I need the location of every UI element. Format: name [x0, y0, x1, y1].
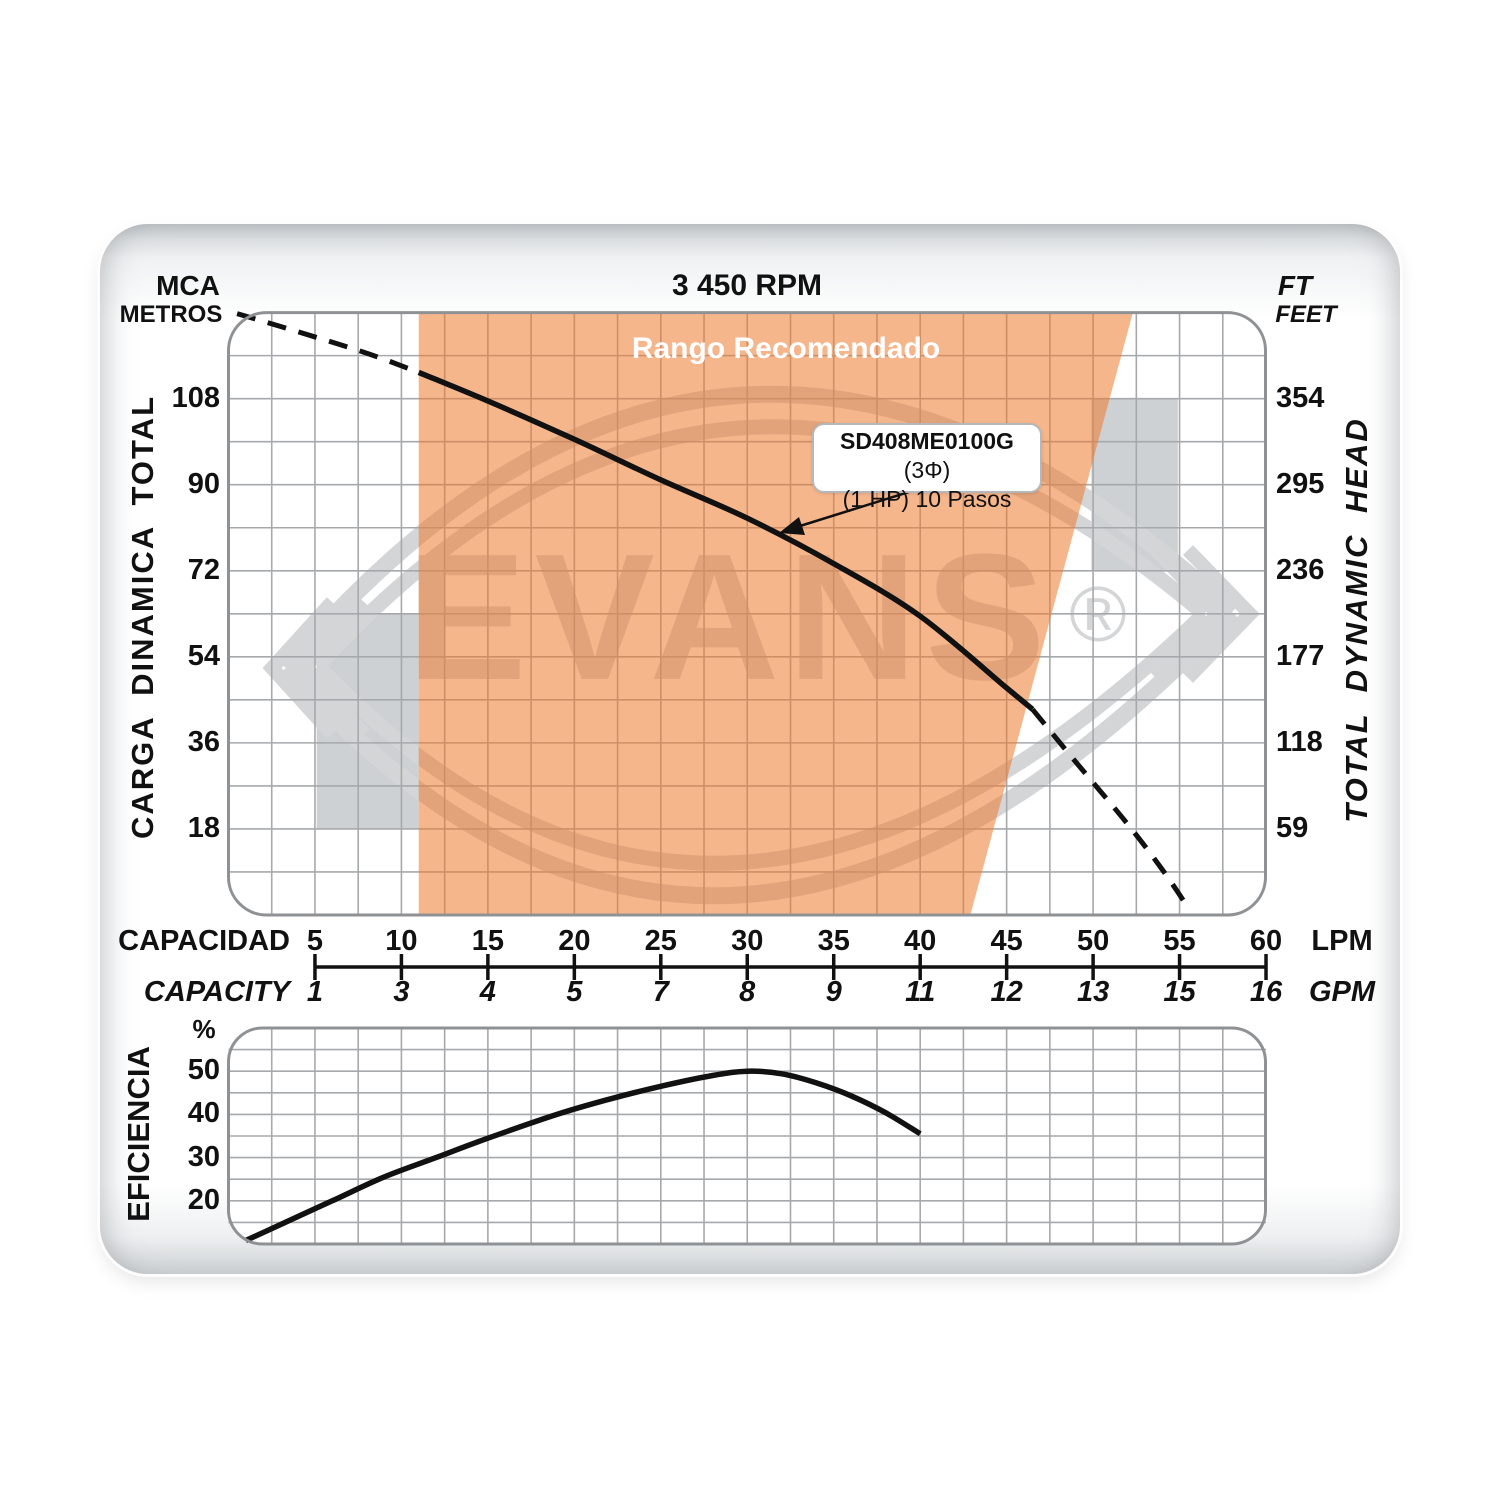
gpm-tick-13: 13: [1076, 976, 1110, 1008]
recommended-range-label: Rango Recomendado: [631, 332, 941, 365]
left-tick-36: 36: [187, 725, 220, 758]
right-tick-295: 295: [1276, 467, 1325, 500]
gpm-tick-11: 11: [905, 976, 936, 1008]
left-tick-108: 108: [171, 381, 220, 414]
chart-title-rpm: 3 450 RPM: [671, 269, 823, 302]
gpm-tick-8: 8: [739, 976, 756, 1008]
left-unit-metros: METROS: [119, 301, 223, 328]
capacity-label-en: CAPACITY: [143, 976, 290, 1008]
left-tick-54: 54: [187, 639, 220, 672]
right-unit-feet: FEET: [1275, 301, 1337, 328]
efficiency-chart: [227, 1026, 1267, 1246]
head-curve-dashed: [236, 311, 420, 375]
gpm-tick-12: 12: [990, 976, 1023, 1008]
efficiency-curve: [244, 1068, 922, 1243]
lpm-tick-15: 15: [471, 925, 504, 957]
lpm-tick-60: 60: [1249, 925, 1283, 957]
right-tick-118: 118: [1276, 725, 1323, 758]
watermark-left-chevron2-icon: [294, 597, 370, 739]
lpm-tick-50: 50: [1076, 925, 1110, 957]
lpm-tick-35: 35: [817, 925, 850, 957]
capacity-label-es: CAPACIDAD: [118, 925, 290, 957]
gpm-tick-1: 1: [306, 976, 324, 1008]
lpm-tick-10: 10: [385, 925, 418, 957]
right-tick-354: 354: [1276, 381, 1325, 414]
lpm-tick-45: 45: [990, 925, 1023, 957]
capacity-axis: [313, 954, 1268, 980]
arrowhead-icon: [779, 517, 805, 535]
lpm-tick-5: 5: [306, 925, 324, 957]
gpm-tick-16: 16: [1249, 976, 1283, 1008]
left-tick-72: 72: [187, 553, 220, 586]
gpm-tick-7: 7: [652, 976, 669, 1008]
left-tick-90: 90: [187, 467, 220, 500]
head-curve-dashed: [1030, 707, 1191, 910]
model-annotation-line1: SD408ME0100G (3Φ): [814, 427, 1040, 485]
lpm-tick-40: 40: [904, 925, 937, 957]
right-unit-ft: FT: [1277, 270, 1313, 301]
gpm-tick-4: 4: [479, 976, 496, 1008]
eff-tick-40: 40: [187, 1097, 220, 1130]
left-axis-title: CARGA DINAMICA TOTAL: [125, 394, 160, 840]
right-tick-177: 177: [1276, 639, 1325, 672]
left-tick-18: 18: [187, 811, 220, 844]
eff-grid-border: [227, 1026, 1267, 1246]
lpm-tick-55: 55: [1163, 925, 1196, 957]
model-annotation-box: SD408ME0100G (3Φ) (1 HP) 10 Pasos: [812, 423, 1042, 512]
lpm-tick-25: 25: [644, 925, 677, 957]
lpm-tick-30: 30: [731, 925, 764, 957]
right-tick-236: 236: [1276, 553, 1325, 586]
model-annotation-line2: (1 HP) 10 Pasos: [842, 486, 1012, 512]
head-curve-solid: [417, 369, 1035, 712]
gpm-tick-5: 5: [566, 976, 583, 1008]
x-unit-gpm: GPM: [1308, 976, 1376, 1008]
eff-tick-30: 30: [187, 1140, 220, 1173]
model-phase: (3Φ): [903, 457, 951, 483]
right-tick-59: 59: [1276, 811, 1309, 844]
eff-gridlines: [228, 1028, 1266, 1244]
x-unit-lpm: LPM: [1311, 925, 1373, 957]
head-capacity-chart: EVANS ®: [227, 311, 1267, 917]
eff-tick-50: 50: [187, 1054, 220, 1087]
head-capacity-curve: [236, 311, 1191, 910]
eff-tick-20: 20: [187, 1183, 220, 1216]
left-unit-mca: MCA: [156, 270, 220, 301]
lpm-tick-20: 20: [558, 925, 591, 957]
gpm-tick-9: 9: [825, 976, 842, 1008]
gpm-tick-15: 15: [1163, 976, 1196, 1008]
efficiency-curve-line: [244, 1068, 922, 1243]
model-number: SD408ME0100G: [840, 428, 1014, 454]
gpm-tick-3: 3: [393, 976, 410, 1008]
efficiency-unit-percent: %: [192, 1014, 216, 1044]
main-grid-border: [227, 311, 1267, 917]
